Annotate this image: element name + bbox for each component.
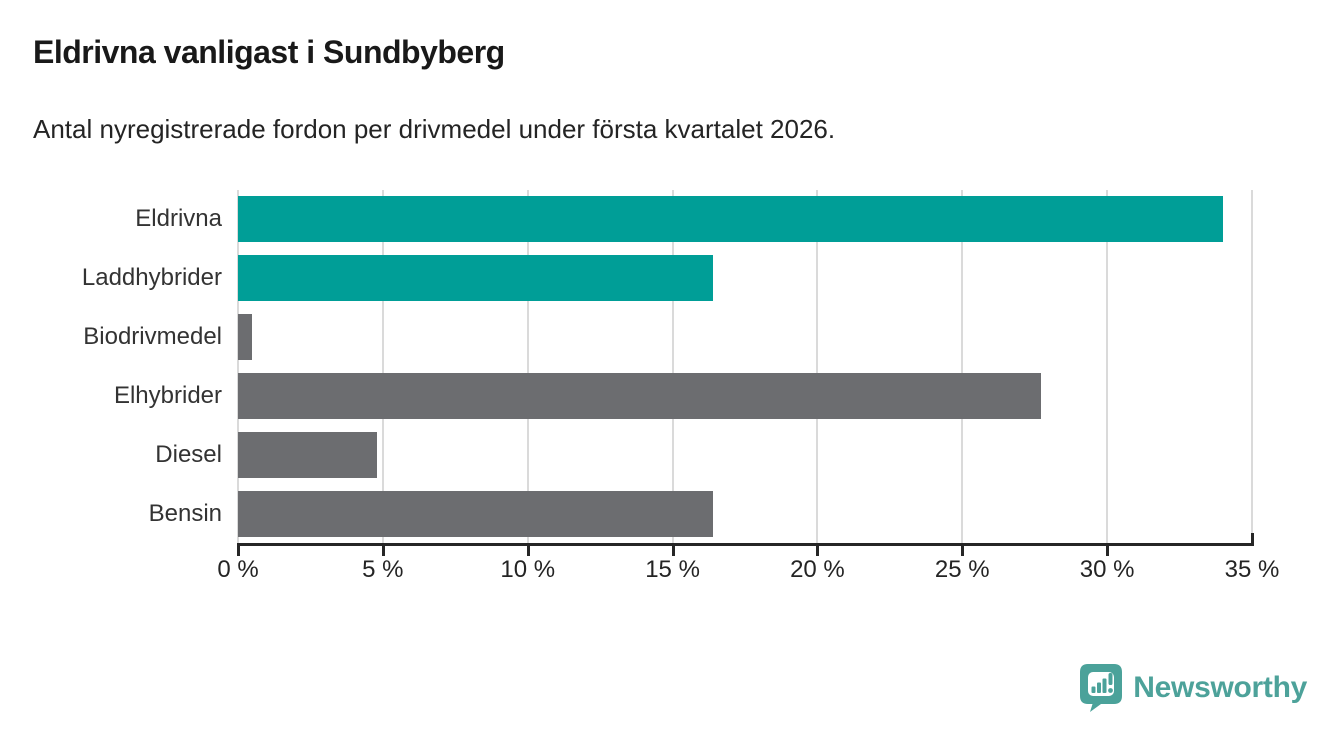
gridline: [816, 190, 819, 543]
x-axis-end-cap: [1251, 533, 1254, 546]
x-tick-label: 10 %: [500, 556, 556, 583]
x-tick-label: 15 %: [645, 556, 700, 583]
bar-biodrivmedel: [238, 314, 253, 361]
x-tick: [381, 543, 385, 556]
bar-eldrivna: [238, 196, 1224, 243]
x-axis-line: [238, 543, 1254, 546]
x-tick: [961, 543, 965, 556]
x-tick-label: 35 %: [1224, 556, 1280, 583]
category-label: Elhybrider: [113, 381, 222, 409]
bar-bensin: [238, 490, 714, 537]
chart-title: Eldrivna vanligast i Sundbyberg: [33, 34, 505, 70]
bar-laddhybrider: [238, 255, 714, 302]
x-tick: [526, 543, 530, 556]
x-tick: [816, 543, 820, 556]
newsworthy-pin-icon: [1080, 664, 1123, 712]
category-label: Diesel: [155, 440, 222, 468]
gridline: [237, 190, 239, 543]
x-tick-label: 30 %: [1079, 556, 1135, 583]
category-label: Laddhybrider: [81, 264, 222, 292]
x-tick: [237, 543, 240, 556]
plot-area: [237, 190, 1267, 543]
x-tick-label: 20 %: [790, 556, 845, 583]
gridline: [381, 190, 384, 543]
gridline: [1106, 190, 1109, 543]
gridline: [1251, 190, 1253, 543]
x-tick: [1106, 543, 1110, 556]
newsworthy-logo: Newsworthy: [1079, 663, 1307, 713]
bar-diesel: [238, 431, 378, 478]
gridline: [961, 190, 964, 543]
x-tick-label: 5 %: [362, 556, 404, 583]
x-tick-label: 25 %: [934, 556, 990, 583]
newsworthy-logo-text: Newsworthy: [1133, 671, 1307, 704]
x-tick-label: 0 %: [217, 556, 259, 583]
chart-subtitle: Antal nyregistrerade fordon per drivmede…: [33, 114, 836, 144]
category-label: Eldrivna: [135, 205, 222, 233]
category-label: Biodrivmedel: [83, 323, 222, 351]
x-tick: [671, 543, 675, 556]
bar-elhybrider: [238, 372, 1041, 419]
gridline: [671, 190, 674, 543]
category-label: Bensin: [148, 499, 222, 527]
gridline: [526, 190, 529, 543]
